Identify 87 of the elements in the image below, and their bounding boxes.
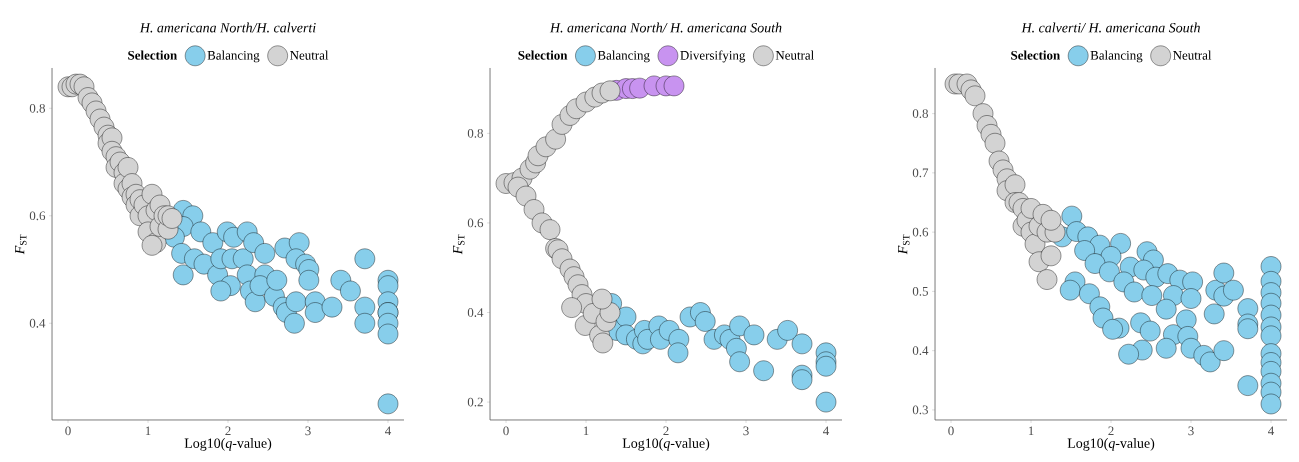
point — [539, 219, 561, 240]
point — [340, 280, 361, 302]
y-tick-label: 0.2 — [467, 397, 483, 407]
point — [284, 313, 305, 334]
point — [591, 288, 613, 310]
y-tick-label: 0.7 — [912, 168, 929, 178]
point — [210, 280, 232, 302]
y-tick-label: 0.6 — [467, 218, 484, 228]
x-tick-label: 0 — [65, 426, 71, 436]
point — [667, 342, 689, 364]
x-tick-label: 4 — [1268, 426, 1275, 436]
point — [354, 248, 376, 269]
point — [791, 333, 813, 355]
x-tick-label: 2 — [663, 426, 669, 436]
point — [377, 393, 399, 415]
point — [354, 313, 376, 334]
y-axis-title: F$_{ST}$ — [898, 234, 910, 255]
point — [377, 323, 399, 345]
point — [1040, 245, 1062, 267]
y-axis-title: F$_{ST}$ — [15, 234, 27, 255]
point — [964, 85, 986, 107]
point — [245, 291, 266, 312]
y-tick-label: 0.8 — [467, 128, 484, 138]
point — [298, 270, 320, 291]
point — [305, 302, 326, 323]
x-axis-title: Log10(q-value) — [1067, 438, 1155, 451]
y-tick-label: 0.4 — [29, 318, 46, 328]
x-tick-label: 3 — [1188, 426, 1194, 436]
y-tick-label: 0.4 — [912, 346, 929, 356]
point — [117, 157, 139, 178]
point — [321, 296, 343, 318]
y-tick-label: 0.5 — [912, 287, 928, 296]
point — [695, 311, 716, 332]
legend-label: Balancing — [597, 50, 650, 63]
chart-title: H. calverti/ H. americana South — [1021, 22, 1200, 33]
point — [729, 351, 750, 372]
x-tick-label: 2 — [1108, 426, 1114, 436]
chart-title: H. americana North/ H. americana South — [549, 22, 782, 33]
legend-label: Neutral — [775, 50, 814, 60]
point — [599, 80, 621, 102]
y-tick-label: 0.6 — [29, 211, 46, 221]
point — [289, 232, 310, 253]
point — [1036, 269, 1058, 290]
point — [561, 297, 582, 318]
x-tick-label: 1 — [1028, 426, 1034, 436]
point — [1004, 174, 1026, 195]
legend-title: Selection — [1011, 50, 1060, 60]
y-axis-title: F$_{ST}$ — [453, 234, 465, 255]
point — [815, 391, 837, 413]
x-tick-label: 4 — [823, 426, 830, 436]
legend-title: Selection — [518, 50, 568, 60]
point — [173, 264, 194, 286]
point — [254, 243, 276, 264]
legend-title: Selection — [128, 50, 177, 60]
chart-title: H. americana North/H. calverti — [139, 22, 316, 33]
x-tick-label: 2 — [225, 426, 231, 436]
point — [743, 324, 765, 346]
y-tick-label: 0.8 — [29, 103, 46, 113]
x-axis-title: Log10(q-value) — [184, 438, 272, 451]
point — [592, 332, 614, 354]
x-tick-label: 0 — [948, 426, 954, 436]
point — [753, 360, 774, 381]
legend-label: Diversifying — [680, 50, 746, 63]
y-tick-label: 0.3 — [912, 405, 928, 415]
point — [1040, 210, 1062, 231]
x-tick-label: 4 — [385, 426, 392, 436]
x-tick-label: 1 — [583, 426, 589, 436]
x-tick-label: 3 — [743, 426, 749, 436]
legend-label: Neutral — [1173, 50, 1212, 60]
x-tick-label: 0 — [503, 426, 509, 436]
x-tick-label: 1 — [145, 426, 151, 436]
point — [377, 275, 399, 296]
legend-label: Balancing — [1090, 50, 1143, 63]
legend-label: Balancing — [207, 50, 260, 63]
point — [663, 75, 685, 97]
point — [984, 133, 1006, 154]
y-tick-label: 0.6 — [912, 227, 929, 237]
point — [249, 275, 271, 296]
point — [266, 270, 288, 291]
x-axis-title: Log10(q-value) — [622, 438, 710, 451]
y-tick-label: 0.8 — [912, 109, 929, 119]
point — [285, 291, 307, 312]
legend-label: Neutral — [290, 50, 329, 60]
point — [777, 320, 798, 341]
point — [815, 356, 837, 377]
y-tick-label: 0.4 — [467, 308, 484, 317]
x-tick-label: 3 — [305, 426, 311, 436]
